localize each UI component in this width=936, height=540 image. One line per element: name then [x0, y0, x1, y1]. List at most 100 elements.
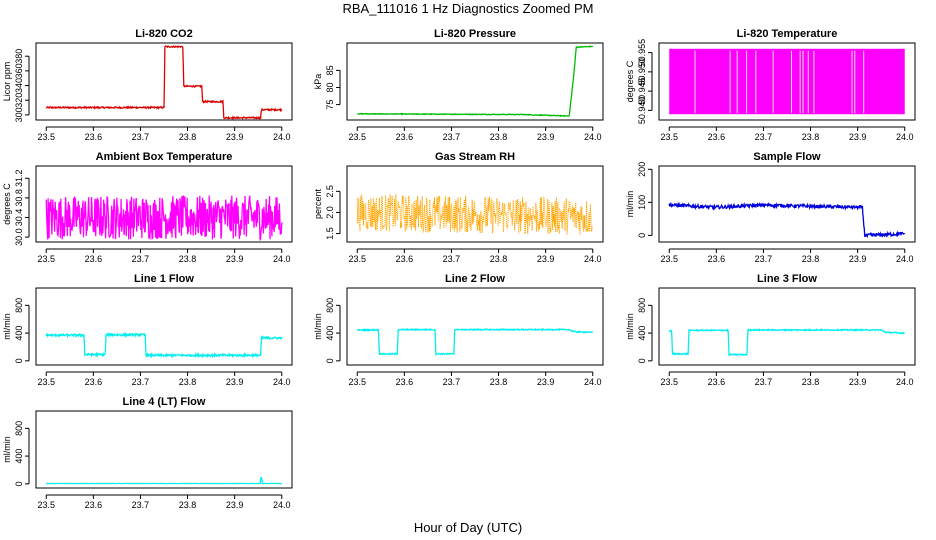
panel-7: Line 1 Flow ml/min 23.5 23.6 23.7 23.8 23.9 24.… — [2, 273, 293, 387]
x-tick-label: 24.0 — [584, 254, 602, 264]
panel-6: Sample Flow ml/min 23.5 23.6 23.7 23.8 23.9 24.… — [625, 151, 916, 264]
plot-frame — [658, 165, 916, 243]
x-tick-label: 24.0 — [896, 254, 914, 264]
x-tick-label: 23.7 — [755, 132, 773, 142]
y-tick-label: 1.5 — [325, 227, 335, 240]
x-tick-label: 23.8 — [179, 377, 197, 387]
y-axis-label: ml/min — [2, 436, 12, 463]
x-tick-label: 23.5 — [37, 500, 55, 510]
x-tick-label: 23.9 — [849, 254, 867, 264]
x-tick-label: 23.8 — [490, 377, 508, 387]
y-tick-label: 0 — [637, 358, 647, 363]
panel-8: Line 2 Flow ml/min 23.5 23.6 23.7 23.8 23.9 24.… — [313, 273, 604, 387]
panel-title: Ambient Box Temperature — [96, 151, 233, 163]
x-tick-label: 23.9 — [537, 132, 555, 142]
series-marks — [669, 48, 905, 115]
panel-title: Li-820 Pressure — [434, 28, 516, 40]
series-marks — [45, 331, 283, 359]
x-tick-label: 23.5 — [37, 377, 55, 387]
plot-frame — [658, 42, 916, 121]
y-tick-label: 400 — [325, 326, 335, 341]
x-tick-label: 23.7 — [443, 254, 461, 264]
x-axis: 23.5 23.6 23.7 23.8 23.9 24.0 — [660, 126, 914, 142]
y-axis: 0 400 800 — [325, 298, 341, 363]
x-axis: 23.5 23.6 23.7 23.8 23.9 24.0 — [37, 371, 291, 387]
x-tick-label: 23.5 — [660, 132, 678, 142]
x-tick-label: 23.6 — [396, 132, 414, 142]
y-tick-label: 50.940 — [637, 97, 647, 125]
plot-frame — [35, 165, 293, 243]
y-axis-label: Licor ppm — [2, 62, 12, 102]
series-line — [356, 194, 594, 236]
y-tick-label: 2.5 — [325, 185, 335, 198]
y-tick-label: 800 — [14, 421, 24, 436]
y-axis: 0 100 200 — [637, 162, 653, 238]
panel-title: Sample Flow — [753, 151, 821, 163]
y-tick-label: 0 — [14, 481, 24, 486]
y-tick-label: 80 — [325, 82, 335, 92]
panel-title: Line 1 Flow — [134, 273, 194, 285]
x-tick-label: 23.5 — [37, 132, 55, 142]
series-marks — [669, 327, 905, 357]
series-marks — [45, 195, 283, 242]
y-tick-label: 31.2 — [14, 169, 24, 187]
y-tick-label: 400 — [637, 326, 647, 341]
plot-frame — [35, 42, 293, 121]
y-tick-label: 300 — [14, 107, 24, 122]
y-axis: 1.5 2.0 2.5 — [325, 185, 341, 240]
y-axis: 30.030.4 30.8 31.2 — [14, 169, 30, 246]
x-tick-label: 23.6 — [85, 254, 103, 264]
y-tick-label: 85 — [325, 65, 335, 75]
x-axis: 23.5 23.6 23.7 23.8 23.9 24.0 — [37, 494, 291, 510]
x-tick-label: 23.9 — [226, 500, 244, 510]
x-axis: 23.5 23.6 23.7 23.8 23.9 24.0 — [37, 248, 291, 264]
y-axis-label: ml/min — [625, 191, 635, 218]
panel-title: Gas Stream RH — [435, 151, 515, 163]
series-line — [357, 327, 594, 356]
y-axis-label: kPa — [313, 74, 323, 90]
series-line — [356, 45, 594, 118]
x-tick-label: 23.7 — [132, 500, 150, 510]
x-tick-label: 23.6 — [396, 254, 414, 264]
x-tick-label: 23.5 — [37, 254, 55, 264]
x-tick-label: 23.6 — [85, 377, 103, 387]
x-tick-label: 23.7 — [755, 377, 773, 387]
y-axis: 75 80 85 — [325, 65, 341, 110]
x-tick-label: 23.9 — [849, 132, 867, 142]
y-tick-label: 30.8 — [14, 189, 24, 207]
panel-title: Line 3 Flow — [757, 273, 817, 285]
y-tick-label: 800 — [637, 298, 647, 313]
x-tick-label: 23.9 — [226, 377, 244, 387]
series-marks — [668, 201, 906, 239]
y-tick-label: 0 — [325, 358, 335, 363]
panel-title: Line 4 (LT) Flow — [123, 396, 206, 408]
y-tick-label: 75 — [325, 100, 335, 110]
y-axis-label: percent — [313, 188, 323, 219]
panel-title: Line 2 Flow — [445, 273, 505, 285]
y-tick-label: 400 — [14, 449, 24, 464]
series-line — [46, 477, 282, 485]
panel-title: Li-820 CO2 — [135, 28, 192, 40]
x-axis: 23.5 23.6 23.7 23.8 23.9 24.0 — [348, 248, 602, 264]
x-axis: 23.5 23.6 23.7 23.8 23.9 24.0 — [660, 248, 914, 264]
y-axis-label: ml/min — [2, 313, 12, 340]
y-tick-label: 0 — [14, 358, 24, 363]
x-tick-label: 24.0 — [273, 377, 291, 387]
y-tick-label: 800 — [325, 298, 335, 313]
x-tick-label: 23.7 — [755, 254, 773, 264]
y-axis: 0 400 800 — [14, 421, 30, 486]
x-tick-label: 23.9 — [849, 377, 867, 387]
x-tick-label: 23.5 — [660, 377, 678, 387]
panel-4: Ambient Box Temperature degrees C 23.5 23.6… — [2, 151, 293, 264]
series-line — [45, 195, 283, 242]
panel-9: Line 3 Flow ml/min 23.5 23.6 23.7 23.8 23.9 24.… — [625, 273, 916, 387]
series-marks — [46, 477, 282, 485]
y-axis-label: degrees C — [2, 183, 12, 225]
figure-title: RBA_111016 1 Hz Diagnostics Zoomed PM — [343, 1, 594, 16]
x-tick-label: 24.0 — [273, 132, 291, 142]
plot-frame — [346, 165, 604, 243]
x-tick-label: 24.0 — [584, 132, 602, 142]
